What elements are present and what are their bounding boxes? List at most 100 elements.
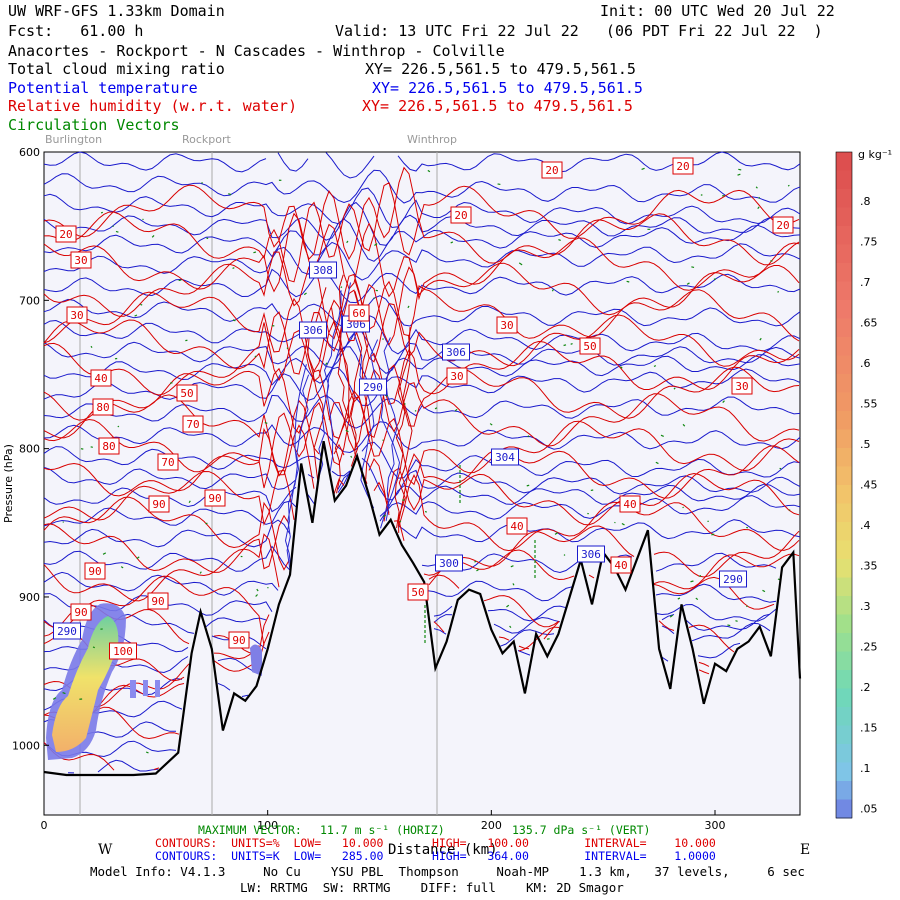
rh-contour bbox=[43, 212, 800, 301]
wind-vector bbox=[253, 251, 257, 254]
colorbar-cell bbox=[836, 559, 852, 578]
rh-label: 50 bbox=[411, 586, 424, 599]
wind-vector bbox=[117, 425, 120, 428]
colorbar-units: g kg⁻¹ bbox=[858, 148, 892, 161]
wind-vector bbox=[620, 366, 623, 369]
wind-vector bbox=[727, 624, 731, 627]
colorbar-tick-label: .3 bbox=[860, 600, 871, 613]
rh-label-box bbox=[70, 603, 92, 621]
colorbar-tick-label: .65 bbox=[860, 317, 878, 330]
rh-contour bbox=[43, 533, 800, 602]
colorbar-tick-label: .55 bbox=[860, 398, 878, 411]
rh-label-box bbox=[772, 216, 794, 234]
colorbar-cell bbox=[836, 799, 852, 819]
field-rh-xy: XY= 226.5,561.5 to 479.5,561.5 bbox=[362, 97, 633, 115]
wind-vector bbox=[737, 173, 741, 176]
field-rh-label: Relative humidity (w.r.t. water) bbox=[8, 97, 297, 115]
theta-label: 290 bbox=[57, 625, 77, 638]
wind-vector bbox=[140, 303, 143, 306]
rh-label: 80 bbox=[102, 440, 115, 453]
wind-vector bbox=[188, 500, 191, 504]
wind-vector bbox=[554, 532, 559, 535]
rh-label: 90 bbox=[208, 492, 221, 505]
wind-vector bbox=[551, 289, 554, 292]
wind-vector bbox=[404, 403, 406, 405]
field-vectors-label: Circulation Vectors bbox=[8, 116, 180, 134]
colorbar-tick-label: .45 bbox=[860, 479, 878, 492]
colorbar-tick-label: .25 bbox=[860, 641, 878, 654]
field-theta-xy: XY= 226.5,561.5 to 479.5,561.5 bbox=[372, 79, 643, 97]
theta-label: 290 bbox=[363, 381, 383, 394]
wind-vector bbox=[510, 565, 514, 568]
wind-vector bbox=[256, 588, 259, 592]
rh-label: 30 bbox=[70, 309, 83, 322]
wind-vector bbox=[489, 423, 493, 426]
theta-contour bbox=[43, 421, 801, 454]
theta-label-box bbox=[359, 378, 387, 396]
rh-label-box bbox=[446, 367, 468, 385]
wind-vector bbox=[399, 520, 402, 523]
rh-label: 50 bbox=[180, 387, 193, 400]
colorbar-cell bbox=[836, 485, 852, 504]
wind-vector bbox=[206, 237, 209, 240]
wind-vector bbox=[454, 408, 458, 412]
rh-label-box bbox=[541, 161, 563, 179]
theta-label-box bbox=[577, 545, 605, 563]
wind-vector bbox=[558, 238, 561, 242]
y-tick-label: 900 bbox=[19, 591, 40, 604]
max-vector-horiz: 11.7 m s⁻¹ (HORIZ) bbox=[320, 823, 445, 837]
terrain-line bbox=[43, 440, 802, 777]
wind-vector bbox=[350, 455, 353, 458]
place-rockport: Rockport bbox=[182, 133, 231, 146]
rh-label-box bbox=[496, 316, 518, 334]
wind-vector bbox=[699, 574, 702, 577]
colorbar-cell bbox=[836, 189, 852, 208]
x-tick-label: 300 bbox=[705, 819, 726, 832]
wind-vector bbox=[90, 446, 93, 448]
rh-label: 40 bbox=[510, 520, 523, 533]
convective-contour bbox=[383, 337, 398, 521]
convective-contour bbox=[397, 327, 413, 533]
rh-label-box bbox=[204, 489, 226, 507]
rh-label-box bbox=[731, 377, 753, 395]
rh-label-box bbox=[70, 251, 92, 269]
colorbar-cell bbox=[836, 392, 852, 412]
east-label: E bbox=[800, 842, 811, 858]
colorbar-cell bbox=[836, 596, 852, 615]
wind-vector bbox=[527, 435, 530, 438]
theta-contour bbox=[43, 457, 801, 501]
wind-vector bbox=[427, 169, 431, 173]
wind-vector bbox=[757, 206, 760, 210]
wind-vector bbox=[641, 167, 645, 171]
colorbar-cell bbox=[836, 300, 852, 319]
theta-label-box bbox=[491, 448, 519, 466]
theta-label-box bbox=[53, 622, 81, 640]
wind-vector bbox=[136, 556, 140, 560]
colorbar-cell bbox=[836, 670, 852, 689]
wind-vector bbox=[722, 400, 725, 403]
rh-label: 100 bbox=[113, 645, 133, 658]
wind-vector bbox=[759, 337, 762, 341]
rh-label: 80 bbox=[96, 401, 109, 414]
colorbar-tick-label: .2 bbox=[860, 681, 871, 694]
wind-vector bbox=[340, 286, 343, 289]
colorbar-cell bbox=[836, 577, 852, 597]
wind-vector bbox=[655, 461, 659, 465]
theta-label: 290 bbox=[723, 573, 743, 586]
wind-vector bbox=[92, 646, 96, 649]
place-burlington: Burlington bbox=[45, 133, 103, 146]
rh-label-box bbox=[55, 225, 77, 243]
colorbar-cell bbox=[836, 207, 852, 227]
rh-label: 20 bbox=[545, 164, 558, 177]
wind-vector bbox=[325, 362, 328, 366]
rh-label-box bbox=[148, 495, 170, 513]
field-theta-label: Potential temperature bbox=[8, 79, 198, 97]
wind-vector bbox=[660, 434, 664, 437]
wind-vector bbox=[735, 620, 738, 622]
wind-vector bbox=[669, 614, 674, 618]
colorbar-tick-label: .35 bbox=[860, 560, 878, 573]
wind-vector bbox=[476, 568, 479, 572]
rh-label: 20 bbox=[776, 219, 789, 232]
colorbar-cell bbox=[836, 318, 852, 338]
colorbar-cell bbox=[836, 429, 852, 449]
